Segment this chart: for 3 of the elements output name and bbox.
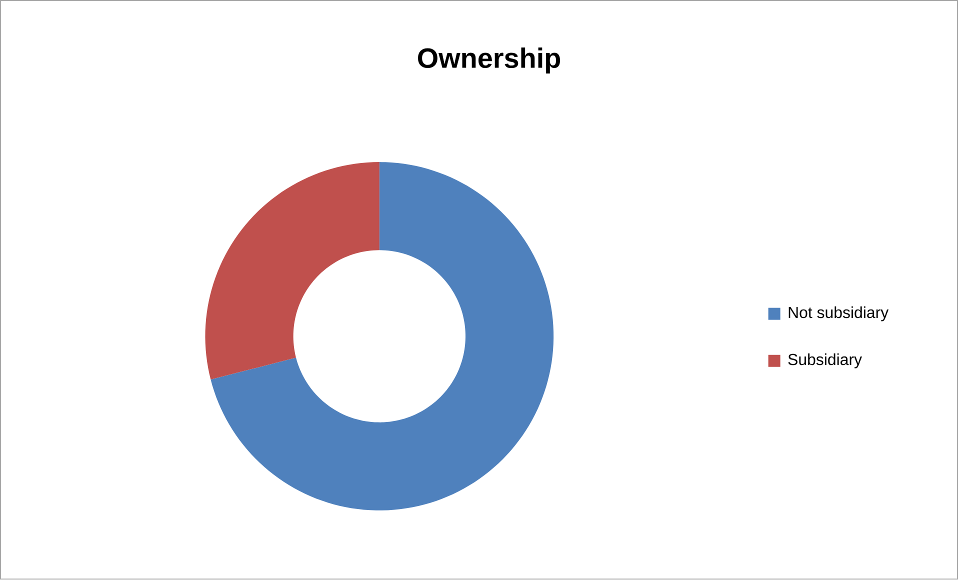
legend-label: Not subsidiary — [788, 306, 889, 322]
chart-title: Ownership — [418, 48, 560, 74]
legend-label: Subsidiary — [788, 354, 862, 369]
